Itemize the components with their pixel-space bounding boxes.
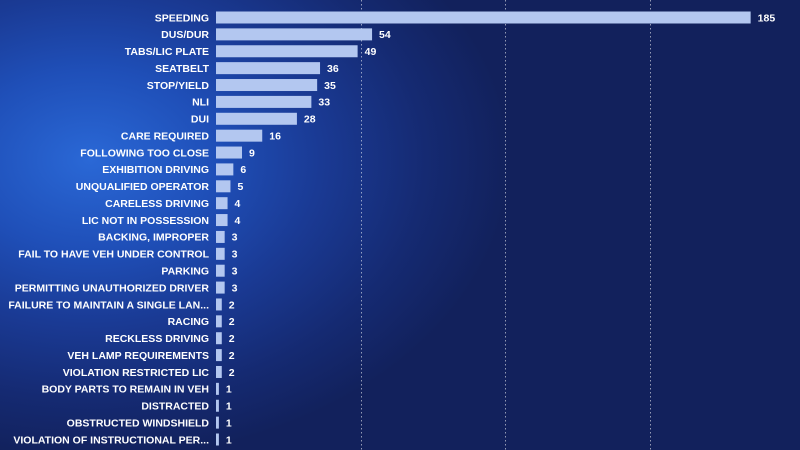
category-label-24: OBSTRUCTED WINDSHIELD — [67, 417, 210, 429]
value-label-7: 16 — [269, 130, 281, 142]
bar-13[interactable] — [216, 230, 225, 243]
value-label-4: 35 — [324, 80, 336, 92]
bar-3[interactable] — [216, 62, 321, 75]
value-label-24: 1 — [226, 417, 232, 429]
category-label-5: NLI — [192, 97, 209, 109]
category-label-19: RECKLESS DRIVING — [105, 333, 209, 345]
gridlines — [361, 0, 651, 450]
value-label-1: 54 — [379, 29, 391, 41]
bar-0[interactable] — [216, 11, 751, 24]
category-label-13: BACKING, IMPROPER — [98, 232, 209, 244]
bar-17[interactable] — [216, 298, 222, 311]
category-label-14: FAIL TO HAVE VEH UNDER CONTROL — [18, 249, 209, 261]
bar-2[interactable] — [216, 45, 358, 58]
value-label-15: 3 — [232, 266, 238, 278]
bar-4[interactable] — [216, 79, 318, 92]
category-label-18: RACING — [168, 316, 209, 328]
bar-18[interactable] — [216, 315, 222, 328]
value-label-3: 36 — [327, 63, 339, 75]
bar-22[interactable] — [216, 382, 219, 395]
category-label-6: DUI — [191, 114, 209, 126]
value-label-0: 185 — [758, 12, 776, 24]
value-label-20: 2 — [229, 350, 235, 362]
value-label-18: 2 — [229, 316, 235, 328]
value-label-19: 2 — [229, 333, 235, 345]
category-label-12: LIC NOT IN POSSESSION — [82, 215, 209, 227]
category-labels: SPEEDING DUS/DUR TABS/LIC PLATE SEATBELT STO… — [8, 12, 209, 446]
bar-24[interactable] — [216, 416, 219, 429]
value-label-8: 9 — [249, 147, 255, 159]
value-label-17: 2 — [229, 299, 235, 311]
value-label-22: 1 — [226, 384, 232, 396]
bar-5[interactable] — [216, 95, 312, 108]
value-label-5: 33 — [318, 97, 330, 109]
category-label-16: PERMITTING UNAUTHORIZED DRIVER — [15, 282, 210, 294]
category-label-11: CARELESS DRIVING — [105, 198, 209, 210]
bar-12[interactable] — [216, 214, 228, 227]
category-label-9: EXHIBITION DRIVING — [102, 164, 209, 176]
bar-19[interactable] — [216, 332, 222, 345]
bar-6[interactable] — [216, 112, 297, 125]
category-label-17: FAILURE TO MAINTAIN A SINGLE LAN... — [8, 299, 209, 311]
bar-14[interactable] — [216, 247, 225, 260]
value-label-13: 3 — [232, 232, 238, 244]
bar-21[interactable] — [216, 365, 222, 378]
bar-25[interactable] — [216, 433, 219, 446]
category-label-20: VEH LAMP REQUIREMENTS — [67, 350, 209, 362]
category-label-2: TABS/LIC PLATE — [125, 46, 209, 58]
category-label-10: UNQUALIFIED OPERATOR — [76, 181, 210, 193]
category-label-8: FOLLOWING TOO CLOSE — [80, 147, 209, 159]
bar-1[interactable] — [216, 28, 373, 41]
category-label-23: DISTRACTED — [141, 401, 209, 413]
category-label-25: VIOLATION OF INSTRUCTIONAL PER... — [13, 434, 209, 446]
category-label-15: PARKING — [161, 266, 209, 278]
category-label-21: VIOLATION RESTRICTED LIC — [63, 367, 210, 379]
value-label-21: 2 — [229, 367, 235, 379]
value-label-14: 3 — [232, 249, 238, 261]
value-label-6: 28 — [304, 114, 316, 126]
bar-15[interactable] — [216, 264, 225, 277]
bar-16[interactable] — [216, 281, 225, 294]
bar-7[interactable] — [216, 129, 263, 142]
bar-20[interactable] — [216, 349, 222, 362]
category-label-7: CARE REQUIRED — [121, 130, 210, 142]
category-label-0: SPEEDING — [155, 12, 209, 24]
bars — [216, 11, 751, 446]
value-label-9: 6 — [240, 164, 246, 176]
bar-9[interactable] — [216, 163, 234, 176]
category-label-1: DUS/DUR — [161, 29, 209, 41]
value-label-23: 1 — [226, 401, 232, 413]
value-label-2: 49 — [365, 46, 377, 58]
bar-10[interactable] — [216, 180, 231, 193]
category-label-3: SEATBELT — [155, 63, 209, 75]
value-label-16: 3 — [232, 282, 238, 294]
category-label-22: BODY PARTS TO REMAIN IN VEH — [42, 384, 209, 396]
category-label-4: STOP/YIELD — [147, 80, 210, 92]
bar-8[interactable] — [216, 146, 243, 159]
bar-23[interactable] — [216, 399, 219, 412]
value-label-25: 1 — [226, 434, 232, 446]
value-label-12: 4 — [235, 215, 241, 227]
value-label-10: 5 — [237, 181, 243, 193]
value-label-11: 4 — [235, 198, 241, 210]
bar-11[interactable] — [216, 197, 228, 210]
